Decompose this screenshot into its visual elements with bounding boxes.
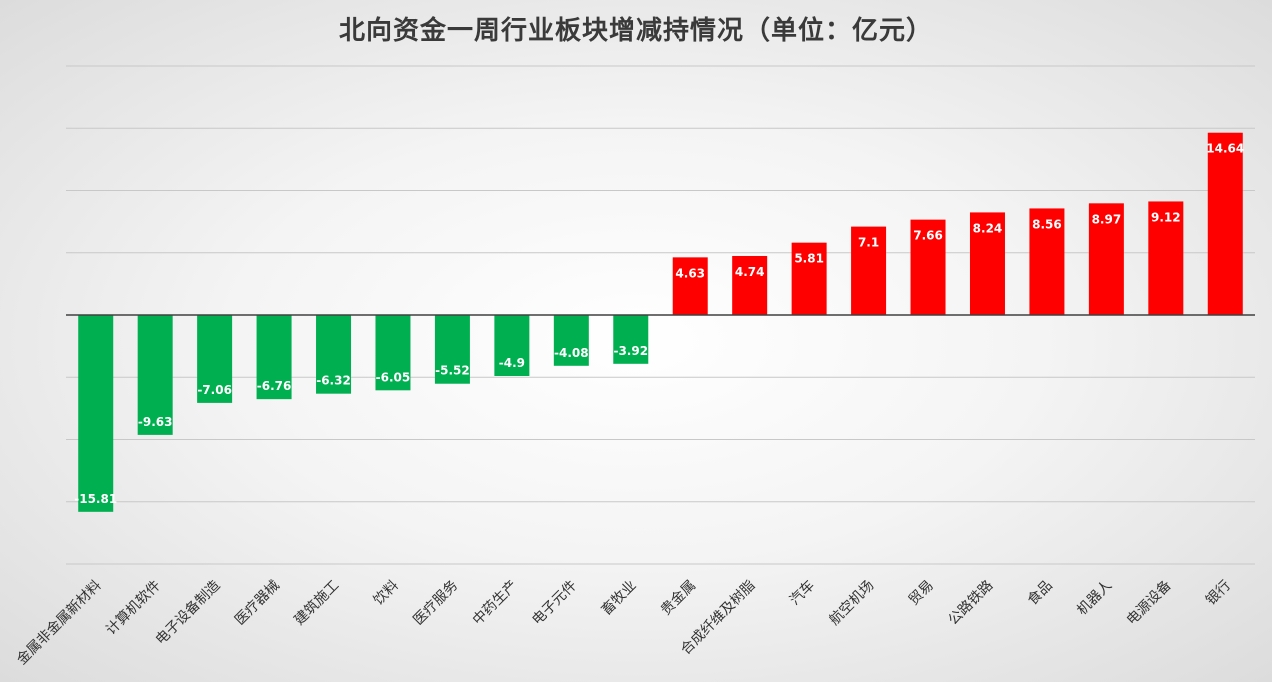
- bar-value-label: 8.97: [1092, 212, 1122, 226]
- category-label: 航空机场: [826, 578, 877, 629]
- bar-value-label: -6.32: [316, 374, 351, 388]
- bar: [316, 315, 352, 394]
- category-label: 食品: [1024, 577, 1056, 609]
- category-label: 金属非金属新材料: [14, 578, 105, 669]
- bar-value-label: 9.12: [1151, 210, 1181, 224]
- bar: [78, 315, 114, 512]
- bar-value-label: 8.56: [1032, 217, 1062, 231]
- bar-value-label: 5.81: [794, 252, 824, 266]
- bar-value-label: -6.05: [376, 370, 411, 384]
- bar-value-label: -5.52: [435, 364, 470, 378]
- category-label: 饮料: [371, 578, 402, 609]
- category-label: 公路铁路: [945, 578, 996, 629]
- bar-value-label: 7.66: [913, 229, 943, 243]
- category-label: 电源设备: [1123, 577, 1175, 629]
- bar-value-label: -4.9: [499, 356, 525, 370]
- category-label: 汽车: [786, 577, 818, 609]
- bar-value-label: 14.64: [1206, 142, 1244, 156]
- category-label: 贵金属: [658, 578, 699, 619]
- bar: [1207, 132, 1243, 315]
- category-label: 银行: [1203, 578, 1234, 609]
- bar-value-label: -7.06: [197, 383, 232, 397]
- category-label: 计算机软件: [103, 578, 164, 639]
- bar: [1029, 208, 1065, 315]
- bar: [494, 315, 530, 377]
- bar: [256, 315, 292, 400]
- bar: [791, 242, 827, 315]
- bar: [851, 226, 887, 315]
- category-label: 机器人: [1074, 578, 1115, 619]
- bar-value-label: 7.1: [858, 236, 879, 250]
- bar-value-label: 8.24: [973, 221, 1003, 235]
- bar: [672, 257, 708, 315]
- bar: [375, 315, 411, 391]
- chart-title: 北向资金一周行业板块增减持情况（单位：亿元）: [338, 16, 933, 46]
- bar-value-label: -3.92: [613, 344, 648, 358]
- category-label: 中药生产: [470, 578, 521, 629]
- bar-value-label: -6.76: [257, 379, 292, 393]
- bar-value-label: -15.81: [74, 492, 117, 506]
- bar: [434, 315, 470, 384]
- category-label: 畜牧业: [599, 578, 640, 619]
- bar-value-label: -9.63: [138, 415, 173, 429]
- category-label: 建筑施工: [291, 578, 342, 629]
- bar: [137, 315, 173, 435]
- category-label: 贸易: [906, 578, 937, 609]
- bar-value-label: 4.63: [675, 266, 705, 280]
- bar: [910, 219, 946, 315]
- bar: [197, 315, 233, 403]
- bar-value-label: 4.74: [735, 265, 765, 279]
- bar: [1088, 203, 1124, 315]
- bar-value-label: -4.08: [554, 346, 589, 360]
- category-label: 电子设备制造: [152, 577, 223, 648]
- bar: [732, 255, 768, 315]
- bar: [613, 315, 649, 364]
- bar: [1148, 201, 1184, 315]
- bar: [553, 315, 589, 366]
- category-label: 医疗器械: [232, 578, 283, 629]
- category-label: 医疗服务: [410, 578, 461, 629]
- bar: [969, 212, 1005, 315]
- category-label: 电子元件: [529, 578, 580, 629]
